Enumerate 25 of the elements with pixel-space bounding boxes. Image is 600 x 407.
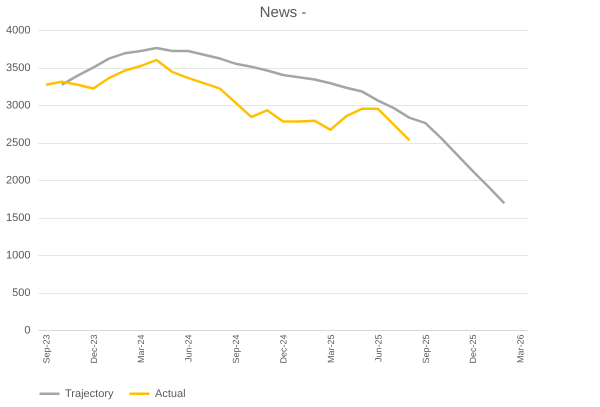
x-tick-label: Sep-24 — [231, 334, 242, 364]
line-series — [60, 46, 506, 204]
y-tick-label: 2000 — [6, 174, 30, 186]
y-tick-label: 2500 — [6, 137, 30, 149]
y-tick-label: 3000 — [6, 100, 30, 112]
line-series — [44, 58, 411, 142]
y-tick-label: 1500 — [6, 212, 30, 224]
x-tick-label: Mar-26 — [516, 334, 526, 364]
x-tick-label: Jun-24 — [184, 334, 194, 362]
y-tick-label: 1000 — [6, 250, 30, 262]
y-tick-label: 3500 — [6, 62, 30, 74]
x-tick-label: Mar-25 — [326, 334, 336, 364]
y-tick-label: 500 — [12, 287, 30, 299]
legend-label: Actual — [155, 388, 186, 400]
x-tick-label: Dec-25 — [468, 334, 478, 364]
x-tick-label: Dec-24 — [278, 334, 288, 364]
legend-label: Trajectory — [65, 388, 114, 400]
x-tick-label: Mar-24 — [136, 334, 146, 364]
y-tick-label: 0 — [24, 324, 30, 336]
x-tick-label: Jun-25 — [373, 334, 384, 362]
x-tick-label: Sep-25 — [420, 334, 431, 364]
x-tick-label: Dec-23 — [88, 334, 99, 364]
chart-title: News - — [260, 4, 306, 21]
x-tick-label: Sep-23 — [41, 334, 52, 364]
y-tick-label: 4000 — [6, 24, 30, 36]
